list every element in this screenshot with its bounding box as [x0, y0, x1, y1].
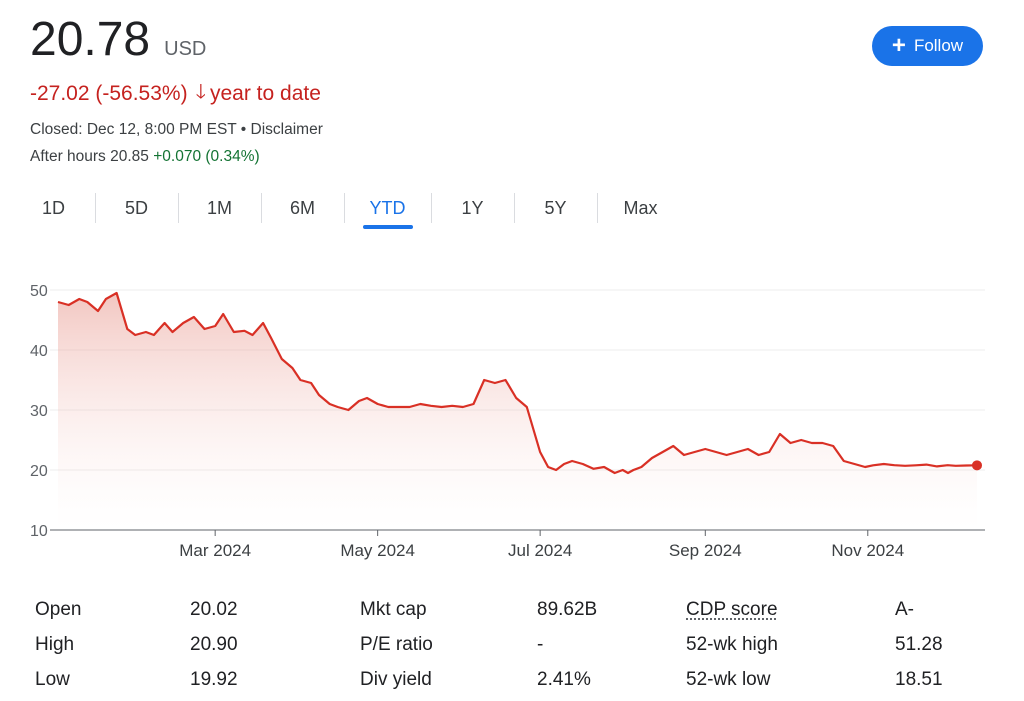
x-tick-label: Mar 2024	[179, 541, 251, 560]
stat-value-open: 20.02	[190, 599, 238, 620]
y-tick-label: 40	[30, 343, 48, 360]
after-hours-price: After hours 20.85	[30, 148, 149, 165]
stat-value-high: 20.90	[190, 634, 238, 655]
stat-value-low: 19.92	[190, 669, 238, 690]
tab-divider	[514, 193, 515, 223]
tab-5y[interactable]: 5Y	[544, 197, 567, 218]
stat-label-52wk-high: 52-wk high	[686, 634, 778, 655]
price-line	[57, 291, 978, 475]
tab-divider	[597, 193, 598, 223]
arrow-down-icon: 🡓	[195, 81, 206, 103]
price-header: 20.78 USD	[30, 12, 206, 68]
currency-label: USD	[164, 38, 207, 60]
stat-label-pe-ratio: P/E ratio	[360, 634, 433, 655]
x-tick-label: Jul 2024	[508, 541, 572, 560]
y-tick-label: 20	[30, 463, 48, 480]
x-tick-label: Sep 2024	[669, 541, 742, 560]
x-tick-label: Nov 2024	[831, 541, 904, 560]
ytd-change: -27.02 (-56.53%) 🡓 year to date	[30, 77, 321, 111]
tab-1d[interactable]: 1D	[41, 197, 65, 218]
plus-icon: +	[891, 32, 906, 59]
tab-divider	[95, 193, 96, 223]
tab-ytd[interactable]: YTD	[346, 191, 429, 225]
after-hours: After hours 20.85 +0.070 (0.34%)	[30, 148, 260, 166]
stat-value-pe-ratio: -	[537, 634, 544, 655]
current-price: 20.78	[30, 13, 151, 66]
stat-value-52wk-high: 51.28	[895, 634, 943, 655]
tab-max[interactable]: Max	[623, 197, 658, 218]
follow-button[interactable]: + Follow	[872, 26, 983, 66]
stat-value-mkt-cap: 89.62B	[537, 599, 598, 620]
price-area-fill	[58, 293, 977, 530]
y-tick-label: 30	[30, 403, 48, 420]
last-price-dot	[972, 460, 982, 471]
stat-value-52wk-low: 18.51	[895, 669, 943, 690]
tab-divider	[431, 193, 432, 223]
change-period: year to date	[210, 82, 321, 105]
closed-status: Closed: Dec 12, 8:00 PM EST • Disclaimer	[30, 121, 323, 138]
tab-1m[interactable]: 1M	[206, 197, 232, 218]
tab-5d[interactable]: 5D	[124, 197, 148, 218]
tab-divider	[178, 193, 179, 223]
stat-label-div-yield: Div yield	[360, 669, 432, 690]
change-value: -27.02 (-56.53%)	[30, 82, 188, 105]
stat-value-cdp-score: A-	[895, 599, 914, 620]
follow-label: Follow	[913, 36, 964, 55]
tab-6m[interactable]: 6M	[289, 197, 315, 218]
tab-divider	[344, 193, 345, 223]
stat-value-div-yield: 2.41%	[537, 669, 591, 690]
tab-1y[interactable]: 1Y	[461, 197, 484, 218]
tab-divider	[261, 193, 262, 223]
y-tick-label: 50	[30, 283, 48, 300]
stat-label-low: Low	[35, 669, 70, 690]
x-tick-label: May 2024	[340, 541, 415, 560]
stat-label-mkt-cap: Mkt cap	[360, 599, 427, 620]
stat-label-52wk-low: 52-wk low	[686, 669, 771, 690]
stat-label-cdp-score[interactable]: CDP score	[686, 599, 778, 620]
price-chart[interactable]: 50 40 30 20 10 Mar 2024 May 2024 Jul 2024 Sep 20…	[0, 260, 1024, 570]
stat-label-open: Open	[35, 599, 82, 620]
y-tick-label: 10	[30, 523, 48, 540]
after-hours-change: +0.070 (0.34%)	[153, 148, 260, 165]
stat-label-high: High	[35, 634, 75, 655]
